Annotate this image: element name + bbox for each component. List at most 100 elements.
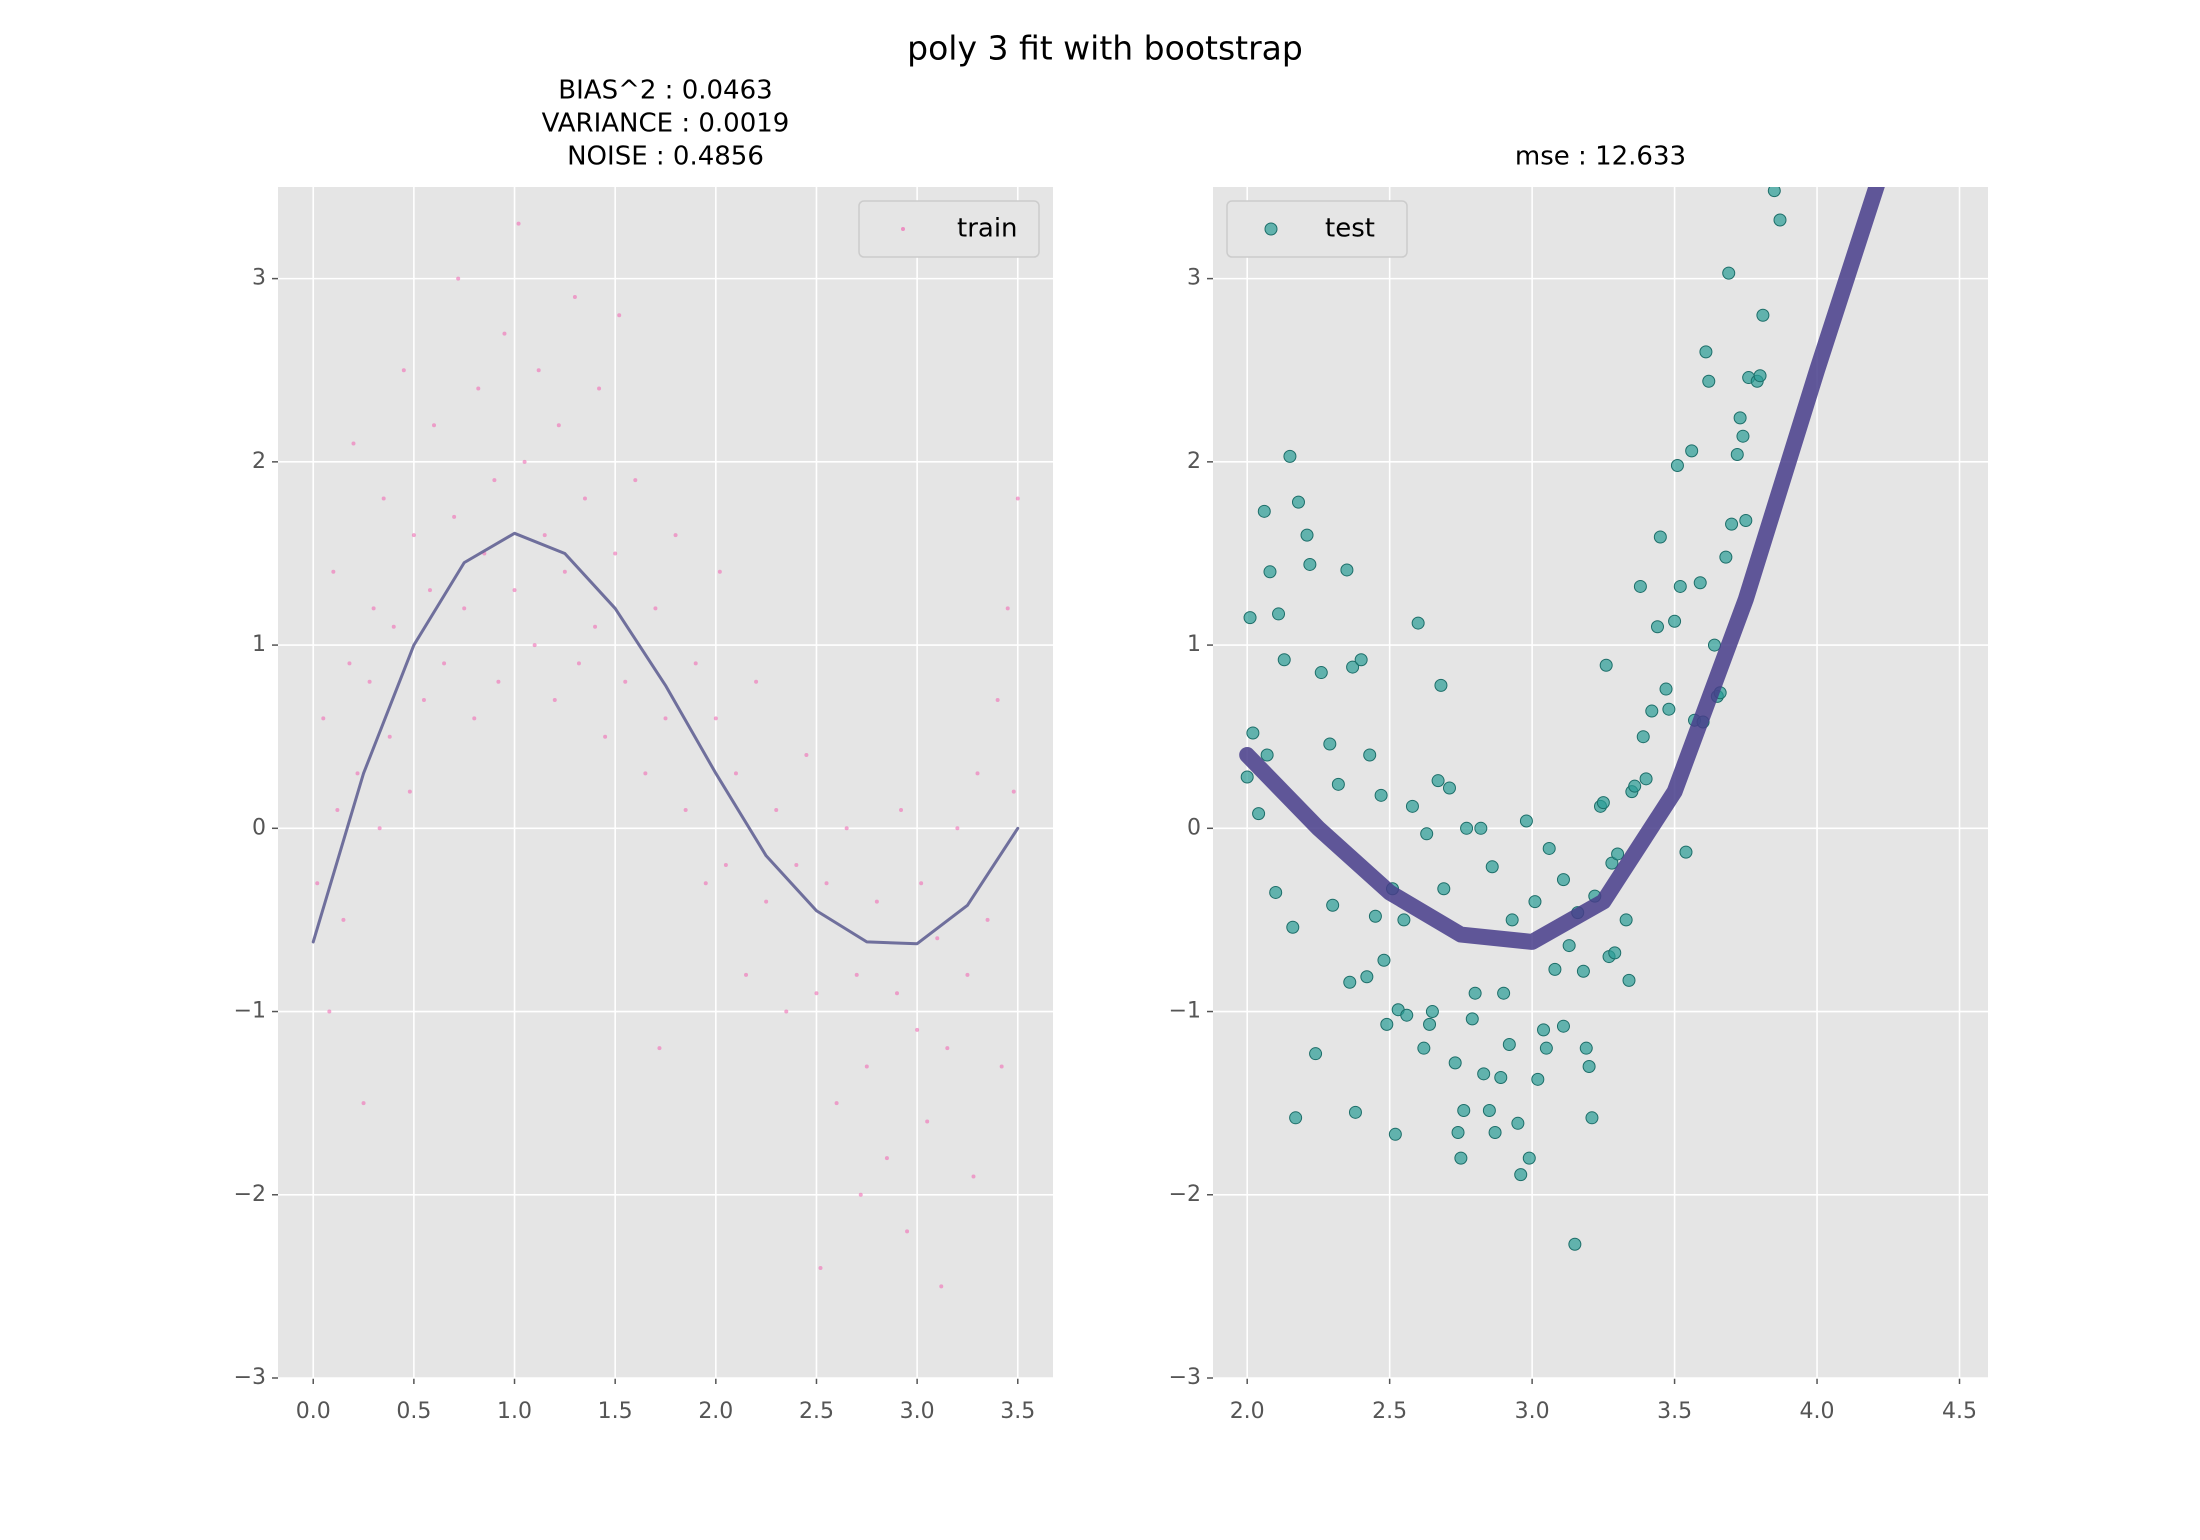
train-point <box>331 569 336 574</box>
test-point <box>1411 616 1425 630</box>
x-tick-label: 1.5 <box>598 1399 633 1424</box>
train-point <box>593 624 598 629</box>
test-point <box>1556 1019 1570 1033</box>
test-point <box>1354 653 1368 667</box>
train-point <box>899 807 904 812</box>
test-point <box>1773 213 1787 227</box>
train-point <box>995 698 1000 703</box>
test-point <box>1619 913 1633 927</box>
train-point <box>774 807 779 812</box>
train-point <box>844 826 849 831</box>
train-point <box>496 679 501 684</box>
test-point <box>1531 1072 1545 1086</box>
test-point <box>1331 777 1345 791</box>
train-point <box>315 881 320 886</box>
y-tick-label: 3 <box>1187 266 1201 291</box>
test-point <box>1346 660 1360 674</box>
train-point <box>597 386 602 391</box>
test-point <box>1323 737 1337 751</box>
test-point <box>1374 788 1388 802</box>
train-point <box>784 1009 789 1014</box>
train-point <box>733 771 738 776</box>
train-point <box>556 423 561 428</box>
test-point <box>1454 1151 1468 1165</box>
train-point <box>522 459 527 464</box>
test-point <box>1477 1067 1491 1081</box>
test-point <box>1423 1017 1437 1031</box>
legend: train <box>858 200 1040 258</box>
y-tick-label: 3 <box>252 266 266 291</box>
test-point <box>1556 873 1570 887</box>
x-tick-label: 2.5 <box>799 1399 834 1424</box>
train-point <box>713 716 718 721</box>
test-point <box>1636 730 1650 744</box>
test-point <box>1272 607 1286 621</box>
train-point <box>603 734 608 739</box>
train-point <box>542 533 547 538</box>
train-point <box>492 478 497 483</box>
train-point <box>764 899 769 904</box>
test-point <box>1277 653 1291 667</box>
test-point <box>1719 550 1733 564</box>
figure-title: poly 3 fit with bootstrap <box>907 29 1303 68</box>
subplot-title: mse : 12.633 <box>1515 142 1686 172</box>
test-point <box>1725 517 1739 531</box>
test-point <box>1420 827 1434 841</box>
test-point <box>1434 678 1448 692</box>
plot-content <box>1239 187 1885 1251</box>
test-point <box>1243 611 1257 625</box>
train-point <box>653 606 658 611</box>
test-point <box>1451 1125 1465 1139</box>
test-point <box>1662 702 1676 716</box>
test-point <box>1599 658 1613 672</box>
x-tick-label: 4.0 <box>1800 1399 1835 1424</box>
test-point <box>1340 563 1354 577</box>
train-point <box>818 1266 823 1271</box>
test-point <box>1482 1103 1496 1117</box>
train-point <box>663 716 668 721</box>
train-point <box>576 661 581 666</box>
train-point <box>874 899 879 904</box>
train-point <box>572 294 577 299</box>
train-point <box>401 368 406 373</box>
train-point <box>794 862 799 867</box>
subplot-title: VARIANCE : 0.0019 <box>542 109 790 139</box>
train-point <box>894 991 899 996</box>
test-point <box>1670 459 1684 473</box>
test-point <box>1576 964 1590 978</box>
test-point <box>1645 704 1659 718</box>
x-tick-label: 2.0 <box>698 1399 733 1424</box>
legend-box <box>858 200 1040 258</box>
x-tick-label: 0.5 <box>396 1399 431 1424</box>
test-point <box>1519 814 1533 828</box>
test-point <box>1240 770 1254 784</box>
test-point <box>1300 528 1314 542</box>
test-point <box>1468 986 1482 1000</box>
x-tick-label: 0.0 <box>296 1399 331 1424</box>
train-point <box>854 972 859 977</box>
train-point <box>824 881 829 886</box>
test-point <box>1291 495 1305 509</box>
legend-marker <box>1264 222 1278 236</box>
test-point <box>1368 909 1382 923</box>
test-point <box>1653 530 1667 544</box>
test-point <box>1474 821 1488 835</box>
legend-label: train <box>957 214 1018 244</box>
train-point <box>673 533 678 538</box>
test-point <box>1605 856 1619 870</box>
test-point <box>1431 774 1445 788</box>
test-point <box>1685 444 1699 458</box>
test-point <box>1269 885 1283 899</box>
test-point <box>1417 1041 1431 1055</box>
train-point <box>432 423 437 428</box>
test-point <box>1608 946 1622 960</box>
test-point <box>1699 345 1713 359</box>
train-point <box>407 789 412 794</box>
train-point <box>456 276 461 281</box>
train-point <box>1011 789 1016 794</box>
test-point <box>1309 1047 1323 1061</box>
train-point <box>552 698 557 703</box>
test-point <box>1548 962 1562 976</box>
test-point <box>1457 1103 1471 1117</box>
train-point <box>925 1119 930 1124</box>
